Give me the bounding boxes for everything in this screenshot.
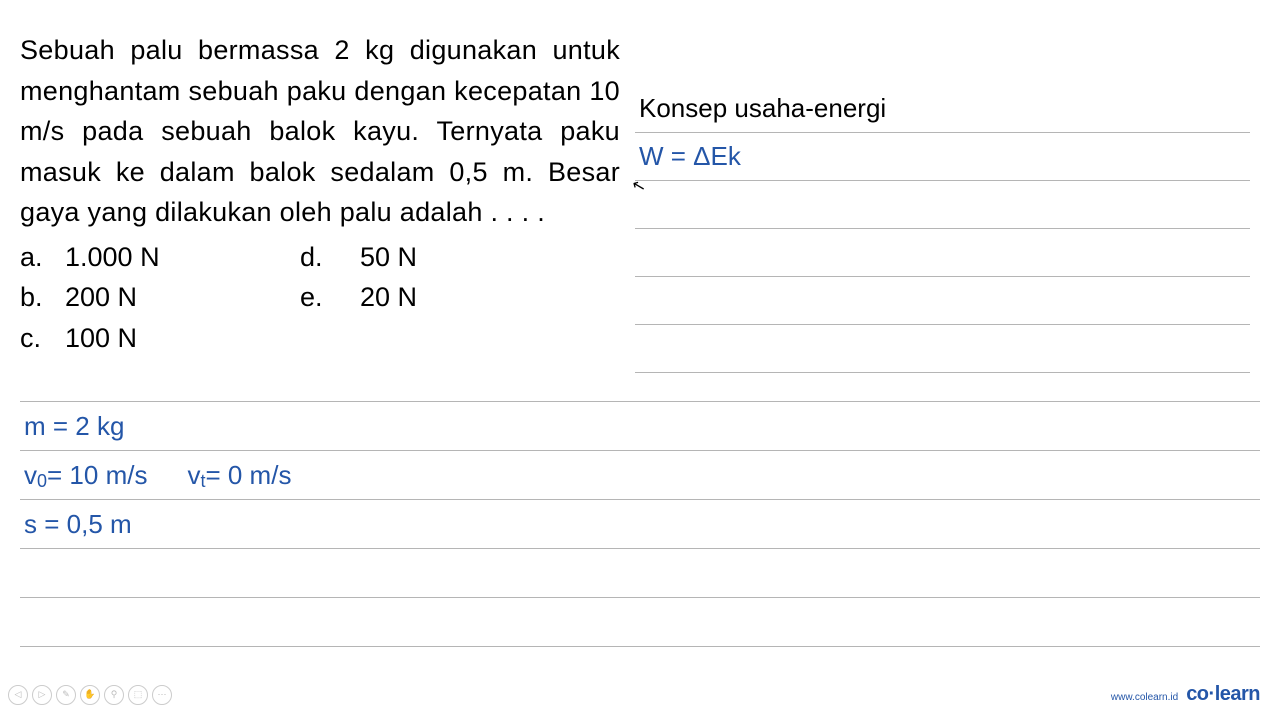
option-value: 50 N: [345, 237, 417, 278]
footer-controls: ◁ ▷ ✎ ✋ ⚲ ⬚ ⋯: [8, 685, 172, 705]
given-distance: s = 0,5 m: [20, 500, 1260, 549]
question-panel: Sebuah palu bermassa 2 kg digunakan untu…: [20, 30, 635, 373]
option-letter: c.: [20, 318, 65, 359]
footer: ◁ ▷ ✎ ✋ ⚲ ⬚ ⋯ www.colearn.id co·learn: [0, 683, 1280, 706]
concept-title: Konsep usaha-energi: [635, 85, 1250, 133]
option-e: e. 20 N: [300, 277, 580, 318]
given-mass: m = 2 kg: [20, 402, 1260, 451]
option-value: 100 N: [65, 318, 137, 359]
option-a: a. 1.000 N: [20, 237, 300, 278]
option-value: 1.000 N: [65, 237, 160, 278]
next-icon[interactable]: ▷: [32, 685, 52, 705]
ruled-line: [635, 325, 1250, 373]
option-letter: d.: [300, 237, 345, 278]
option-d: d. 50 N: [300, 237, 580, 278]
ruled-line: [635, 277, 1250, 325]
prev-icon[interactable]: ◁: [8, 685, 28, 705]
ruled-line: [635, 181, 1250, 229]
save-icon[interactable]: ⬚: [128, 685, 148, 705]
given-velocities: v0 = 10 m/s vt = 0 m/s: [20, 451, 1260, 500]
hand-icon[interactable]: ✋: [80, 685, 100, 705]
footer-url: www.colearn.id: [1111, 692, 1178, 703]
question-text: Sebuah palu bermassa 2 kg digunakan untu…: [20, 30, 620, 233]
option-value: 20 N: [345, 277, 417, 318]
edit-icon[interactable]: ✎: [56, 685, 76, 705]
solution-panel: Konsep usaha-energi W = ΔEk: [635, 30, 1250, 373]
option-c: c. 100 N: [20, 318, 300, 359]
ruled-line: [635, 229, 1250, 277]
concept-formula: W = ΔEk: [635, 133, 1250, 181]
option-b: b. 200 N: [20, 277, 300, 318]
answer-options: a. 1.000 N d. 50 N b. 200 N: [20, 237, 620, 359]
given-data-section: m = 2 kg v0 = 10 m/s vt = 0 m/s s = 0,5 …: [0, 401, 1280, 647]
footer-logo: co·learn: [1186, 683, 1260, 706]
option-letter: e.: [300, 277, 345, 318]
option-value: 200 N: [65, 277, 137, 318]
footer-brand: www.colearn.id co·learn: [1111, 683, 1260, 706]
more-icon[interactable]: ⋯: [152, 685, 172, 705]
option-letter: b.: [20, 277, 65, 318]
option-letter: a.: [20, 237, 65, 278]
ruled-line: [20, 598, 1260, 647]
ruled-line: [20, 549, 1260, 598]
zoom-icon[interactable]: ⚲: [104, 685, 124, 705]
